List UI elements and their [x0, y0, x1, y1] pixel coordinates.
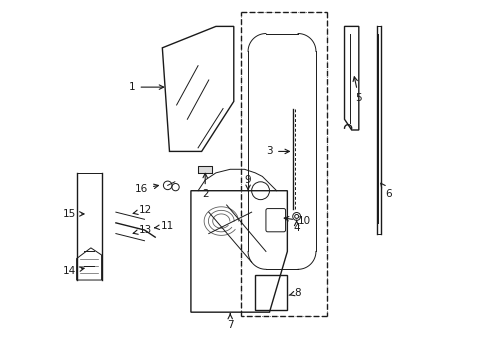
Text: 4: 4: [293, 220, 299, 233]
Text: 2: 2: [202, 173, 208, 199]
Text: 14: 14: [62, 266, 84, 276]
Text: 13: 13: [133, 225, 152, 235]
Text: 15: 15: [62, 209, 84, 219]
Text: 10: 10: [284, 216, 310, 226]
Text: 3: 3: [266, 147, 289, 157]
Text: 16: 16: [135, 184, 158, 194]
Text: 1: 1: [129, 82, 163, 92]
Text: 5: 5: [352, 77, 362, 103]
Text: 9: 9: [244, 175, 251, 190]
Text: 11: 11: [154, 221, 173, 231]
Text: 6: 6: [380, 183, 391, 199]
Text: 8: 8: [288, 288, 301, 297]
Text: 12: 12: [133, 205, 152, 215]
Text: 7: 7: [226, 314, 233, 330]
